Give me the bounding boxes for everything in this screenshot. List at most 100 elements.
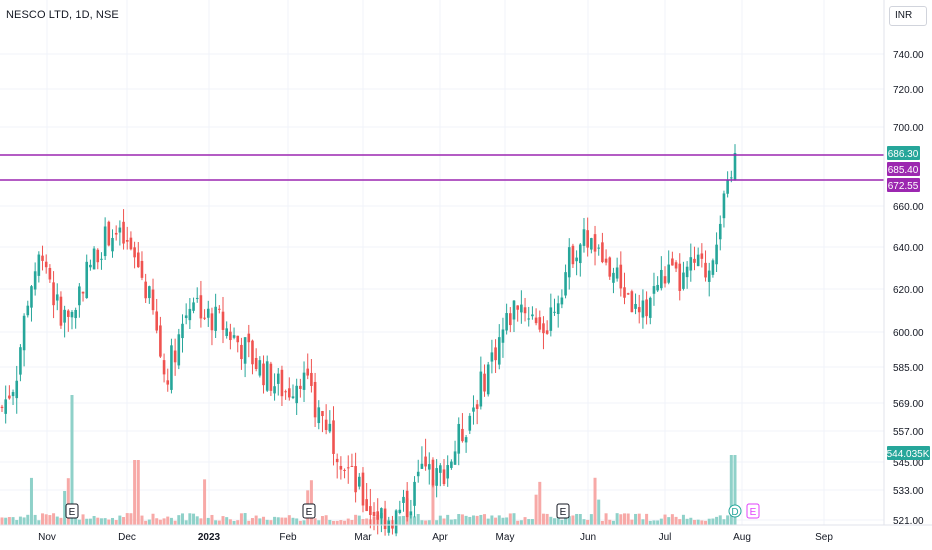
volume-bar xyxy=(365,518,369,525)
candle-body xyxy=(619,264,623,289)
candle-body xyxy=(0,406,4,408)
volume-bar xyxy=(15,520,19,525)
symbol-title[interactable]: NESCO LTD, 1D, NSE xyxy=(6,9,119,21)
time-axis[interactable]: Nov Dec 2023 Feb Mar Apr May Jun Jul Aug Sep xyxy=(38,532,833,543)
volume-bar xyxy=(262,516,266,525)
volume-bar xyxy=(534,494,538,525)
candle-body xyxy=(166,380,170,385)
volume-bar xyxy=(74,515,78,525)
candle-body xyxy=(431,459,435,486)
volume-bar xyxy=(696,519,700,525)
volume-bar xyxy=(637,513,641,525)
candle-body xyxy=(8,395,11,399)
volume-bar xyxy=(144,520,148,525)
volume-bar xyxy=(718,515,722,525)
volume-bar xyxy=(398,516,402,525)
candle-body xyxy=(571,245,575,265)
currency-button[interactable]: INR xyxy=(889,6,927,26)
volume-bar xyxy=(284,517,288,525)
volume-bar xyxy=(103,518,107,525)
candle-body xyxy=(96,249,100,263)
volume-bar xyxy=(420,520,424,525)
candle-body xyxy=(313,381,317,418)
volume-bar xyxy=(689,517,693,525)
candle-body xyxy=(560,297,564,305)
candle-body xyxy=(269,363,273,391)
volume-bar xyxy=(203,479,207,525)
candle-body xyxy=(601,242,604,263)
candle-body xyxy=(715,244,718,265)
volume-bar xyxy=(475,515,479,525)
candle-body xyxy=(394,510,398,534)
candle-body xyxy=(612,272,615,283)
time-tick-label: May xyxy=(496,532,515,543)
candle-body xyxy=(637,307,641,313)
volume-bar xyxy=(7,517,11,525)
volume-bar xyxy=(733,455,737,525)
earnings-marker-label: E xyxy=(560,507,567,518)
volume-bar xyxy=(501,517,505,525)
candle-body xyxy=(276,373,280,384)
candle-body xyxy=(114,232,118,235)
candle-body xyxy=(608,257,612,277)
volume-bar xyxy=(298,520,302,525)
volume-bar xyxy=(556,513,560,525)
candle-body xyxy=(107,221,111,246)
price-tick-label: 720.00 xyxy=(893,85,924,96)
volume-bar xyxy=(663,514,667,525)
volume-bar xyxy=(133,460,137,525)
earnings-marker-icon xyxy=(302,503,316,519)
candle-body xyxy=(623,287,626,298)
volume-bar xyxy=(70,395,74,525)
candle-body xyxy=(674,262,678,269)
volume-bar xyxy=(147,519,151,525)
candle-body xyxy=(133,247,136,258)
candle-body xyxy=(707,270,711,282)
candle-body xyxy=(604,258,608,263)
volume-bar xyxy=(641,519,645,525)
volume-bar xyxy=(188,513,192,525)
volume-bar xyxy=(538,481,542,525)
volume-bar xyxy=(615,513,619,525)
candle-body xyxy=(413,481,416,506)
volume-bar xyxy=(438,515,442,525)
volume-bar xyxy=(55,516,59,525)
candle-body xyxy=(125,240,129,242)
volume-bar xyxy=(357,515,361,525)
volume-bar xyxy=(114,520,118,525)
volume-bar xyxy=(453,519,457,525)
volume-bar xyxy=(442,518,446,525)
volume-bar xyxy=(586,519,590,525)
volume-bar xyxy=(111,517,115,525)
candle-body xyxy=(243,337,247,364)
volume-bar xyxy=(483,514,487,525)
candle-body xyxy=(372,511,376,516)
volume-bar xyxy=(626,513,630,525)
price-tick-label: 620.00 xyxy=(893,285,924,296)
price-tick-label: 740.00 xyxy=(893,50,924,61)
price-label-text: 686.30 xyxy=(888,149,919,160)
volume-bar xyxy=(471,515,475,525)
volume-bar xyxy=(645,513,649,525)
volume-bar xyxy=(435,520,439,525)
volume-bar xyxy=(527,519,531,525)
volume-bar xyxy=(692,519,696,525)
price-axis[interactable]: 740.00 720.00 700.00 660.00 640.00 620.00 600.… xyxy=(893,50,924,527)
price-label-box xyxy=(887,162,920,176)
candle-body xyxy=(630,291,634,313)
candle-body xyxy=(81,291,85,294)
volume-bar xyxy=(449,519,453,525)
volume-bar xyxy=(722,519,726,525)
price-label-box xyxy=(887,146,920,160)
candle-body xyxy=(92,248,96,270)
volume-bar xyxy=(674,516,678,525)
volume-bar xyxy=(350,519,354,525)
candle-body xyxy=(645,299,648,317)
time-tick-label: Dec xyxy=(118,532,136,543)
candle-body xyxy=(718,223,722,240)
candle-body xyxy=(118,227,122,233)
candle-body xyxy=(15,380,19,399)
candle-body xyxy=(63,309,66,323)
candle-body xyxy=(641,300,645,318)
